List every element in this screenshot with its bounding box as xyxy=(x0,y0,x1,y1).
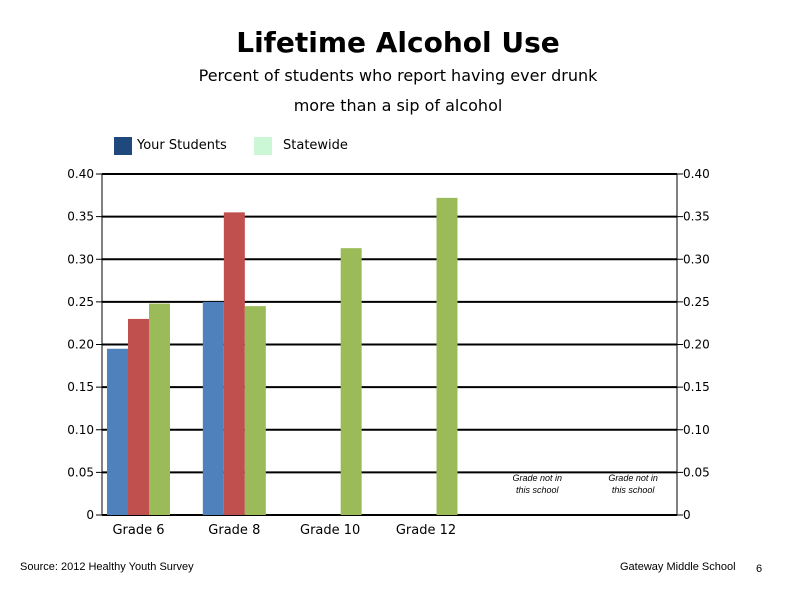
y-tick-label-left: 0.15 xyxy=(67,380,94,394)
y-tick-label-left: 0.10 xyxy=(67,423,94,437)
bar-2-3 xyxy=(244,306,266,515)
y-tick-label-left: 0.40 xyxy=(67,167,94,181)
x-tick-label: Grade 8 xyxy=(208,523,260,538)
school-name: Gateway Middle School xyxy=(620,561,736,573)
x-tick-label: Grade 10 xyxy=(300,523,360,538)
y-tick-label-right: 0.10 xyxy=(683,423,710,437)
legend-swatch-statewide xyxy=(254,137,272,155)
y-tick-label-right: 0.40 xyxy=(683,167,710,181)
x-tick-label: Grade 6 xyxy=(112,523,164,538)
y-tick-label-right: 0.30 xyxy=(683,252,710,266)
y-tick-label-right: 0.35 xyxy=(683,210,710,224)
bar-1-3 xyxy=(149,303,170,515)
y-tick-label-right: 0 xyxy=(683,508,691,522)
legend-label-statewide: Statewide xyxy=(283,138,348,153)
y-tick-label-left: 0.20 xyxy=(67,338,94,352)
y-tick-label-right: 0.15 xyxy=(683,380,710,394)
bar-2-1 xyxy=(202,301,224,515)
annotation-not-in-school: Grade not in xyxy=(608,473,658,483)
page-number: 6 xyxy=(756,563,763,575)
y-tick-label-left: 0.35 xyxy=(67,210,94,224)
annotation-not-in-school: Grade not in xyxy=(512,473,562,483)
bar-1-1 xyxy=(107,348,128,515)
bar-3-3 xyxy=(340,248,362,516)
y-tick-label-left: 0.25 xyxy=(67,295,94,309)
legend-swatch-your-students xyxy=(114,137,132,155)
chart-title: Lifetime Alcohol Use xyxy=(236,26,560,59)
y-tick-label-left: 0 xyxy=(86,508,94,522)
annotation-not-in-school: this school xyxy=(612,485,656,495)
bar-1-2 xyxy=(128,318,149,515)
source-note: Source: 2012 Healthy Youth Survey xyxy=(20,561,194,573)
x-tick-label: Grade 12 xyxy=(396,523,456,538)
chart-subtitle-line-1: Percent of students who report having ev… xyxy=(198,66,598,85)
y-tick-label-right: 0.05 xyxy=(683,465,710,479)
bar-4-3 xyxy=(436,197,458,515)
y-tick-label-right: 0.25 xyxy=(683,295,710,309)
y-tick-label-left: 0.30 xyxy=(67,252,94,266)
y-tick-label-left: 0.05 xyxy=(67,465,94,479)
y-tick-label-right: 0.20 xyxy=(683,338,710,352)
chart-subtitle-line-2: more than a sip of alcohol xyxy=(293,96,503,115)
annotation-not-in-school: this school xyxy=(516,485,560,495)
legend-label-your-students: Your Students xyxy=(137,138,227,153)
bar-2-2 xyxy=(223,212,245,516)
